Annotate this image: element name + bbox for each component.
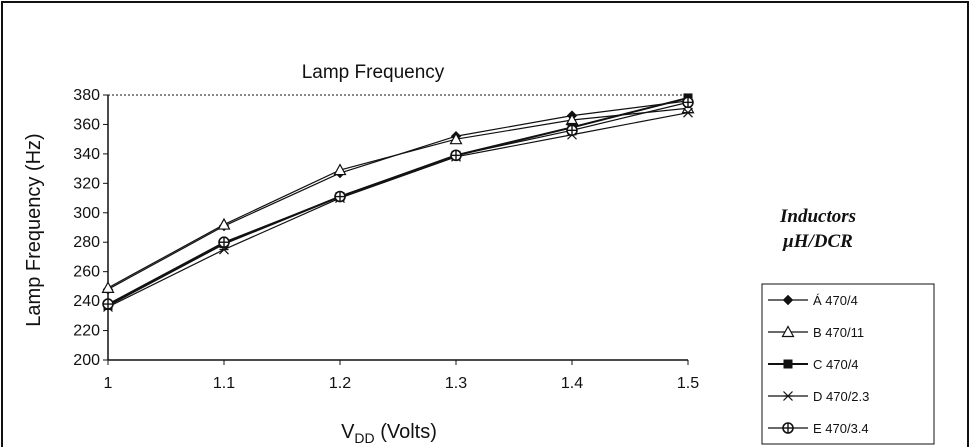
data-point bbox=[682, 96, 694, 109]
legend-title-line2: μH/DCR bbox=[782, 231, 853, 252]
legend-label: Á 470/4 bbox=[813, 293, 858, 308]
x-axis-label-rest: (Volts) bbox=[375, 421, 437, 443]
y-tick-label: 280 bbox=[73, 234, 100, 251]
y-axis-label: Lamp Frequency (Hz) bbox=[23, 133, 45, 326]
legend-marker bbox=[781, 325, 795, 338]
series-line bbox=[107, 107, 689, 289]
marker-shape bbox=[449, 132, 463, 145]
y-tick-label: 380 bbox=[73, 87, 100, 104]
data-point bbox=[450, 149, 462, 162]
data-point bbox=[102, 298, 114, 310]
x-axis-label: VDD (Volts) bbox=[341, 421, 437, 446]
y-tick-label: 340 bbox=[73, 146, 100, 163]
legend-label: D 470/2.3 bbox=[813, 389, 869, 404]
legend-title-line1: Inductors bbox=[779, 206, 856, 227]
legend-marker bbox=[782, 294, 794, 306]
legend-box bbox=[761, 283, 935, 445]
marker-shape bbox=[101, 281, 115, 293]
y-tick-label: 200 bbox=[73, 352, 100, 369]
marker-shape bbox=[781, 325, 795, 338]
legend-label: E 470/3.4 bbox=[813, 421, 869, 436]
plot-area: 200 220 240 260 280 300 320 340 360 380 1 1.1 1.2 1.3… bbox=[73, 87, 699, 392]
data-point bbox=[334, 190, 346, 203]
data-point bbox=[333, 163, 347, 176]
series-line bbox=[107, 112, 689, 308]
x-tick-label: 1.1 bbox=[213, 375, 235, 392]
legend-label: B 470/11 bbox=[813, 325, 864, 340]
y-tick-label: 320 bbox=[73, 175, 100, 192]
marker-shape bbox=[333, 163, 347, 176]
data-point bbox=[101, 281, 115, 293]
data-point bbox=[683, 107, 693, 118]
legend-label: C 470/4 bbox=[813, 357, 859, 372]
data-point bbox=[218, 236, 230, 249]
x-tick-label: 1.5 bbox=[677, 375, 699, 392]
legend-marker bbox=[783, 391, 793, 401]
x-tick-label: 1.2 bbox=[329, 375, 351, 392]
marker-shape bbox=[783, 359, 793, 369]
marker-shape bbox=[217, 217, 231, 230]
data-point bbox=[566, 124, 578, 137]
legend: Á 470/4 B 470/11 C 470/4 D 470/2.3 E 470/3.4 bbox=[768, 293, 869, 436]
y-tick-label: 300 bbox=[73, 205, 100, 222]
y-tick-label: 260 bbox=[73, 264, 100, 281]
x-axis-label-main: V bbox=[341, 421, 355, 443]
legend-marker bbox=[782, 422, 794, 434]
marker-shape bbox=[782, 294, 794, 306]
x-tick-label: 1.4 bbox=[561, 375, 583, 392]
x-axis-label-subscript: DD bbox=[354, 430, 374, 446]
y-tick-label: 360 bbox=[73, 116, 100, 133]
series-line bbox=[107, 101, 689, 305]
x-tick-label: 1.3 bbox=[445, 375, 467, 392]
x-tick-label: 1 bbox=[104, 375, 113, 392]
data-point bbox=[449, 132, 463, 145]
legend-marker bbox=[783, 359, 793, 369]
chart-title: Lamp Frequency bbox=[302, 62, 445, 83]
data-point bbox=[217, 217, 231, 230]
y-tick-label: 220 bbox=[73, 323, 100, 340]
y-tick-label: 240 bbox=[73, 293, 100, 310]
